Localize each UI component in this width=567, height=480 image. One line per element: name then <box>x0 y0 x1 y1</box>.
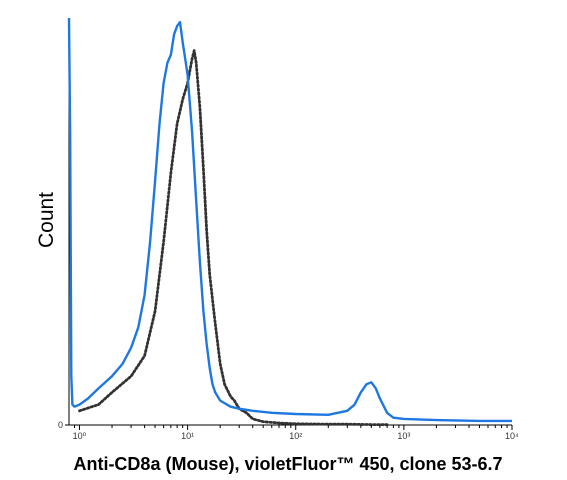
y-tick-label-0: 0 <box>58 420 63 430</box>
series-line-1 <box>78 49 389 426</box>
x-tick-label-1: 10¹ <box>181 431 194 441</box>
x-axis-label: Anti-CD8a (Mouse), violetFluor™ 450, clo… <box>73 454 502 474</box>
ticks-layer: 10⁰ 10¹ 10² 10³ 10⁴ 0 <box>58 420 519 441</box>
series-layer <box>67 17 512 426</box>
x-tick-label-2: 10² <box>289 431 302 441</box>
y-axis-label: Count <box>35 192 58 248</box>
series-line-0 <box>67 17 512 423</box>
x-tick-label-0: 10⁰ <box>73 431 87 441</box>
x-tick-label-4: 10⁴ <box>505 431 519 441</box>
x-tick-label-3: 10³ <box>397 431 410 441</box>
